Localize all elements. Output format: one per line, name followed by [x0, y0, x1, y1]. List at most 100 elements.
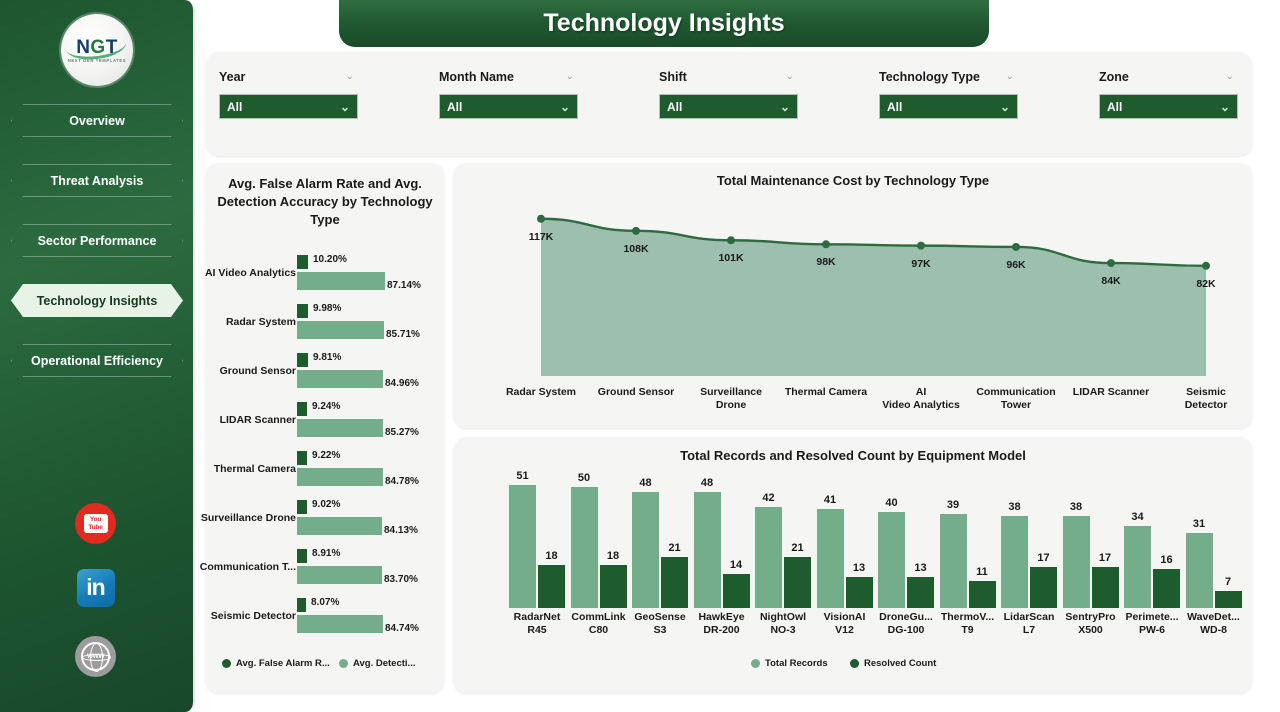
bar-resolved-count[interactable]: [599, 565, 627, 608]
x-axis-tick: ThermoV... T9: [940, 611, 995, 636]
bar-resolved-count[interactable]: [1153, 569, 1180, 608]
bar-total-records[interactable]: [632, 492, 659, 608]
linkedin-icon[interactable]: in: [75, 567, 116, 608]
bar-group: 31 7: [1185, 478, 1242, 608]
sidebar-item-operational-efficiency[interactable]: Operational Efficiency: [11, 344, 183, 377]
bar-total-records[interactable]: [1062, 516, 1090, 608]
bar-false-alarm-rate: [297, 353, 308, 367]
sidebar-item-threat-analysis[interactable]: Threat Analysis: [11, 164, 183, 197]
chart-title: Avg. False Alarm Rate and Avg. Detection…: [217, 176, 433, 227]
chevron-down-icon: ⌄: [1219, 99, 1230, 114]
chevron-down-icon[interactable]: ⌄: [1005, 71, 1014, 82]
bar-total-records[interactable]: [693, 492, 721, 608]
bar-value-resolved-count: 13: [914, 562, 927, 574]
data-point[interactable]: [1012, 242, 1020, 251]
data-point[interactable]: [822, 240, 830, 249]
data-label: 97K: [911, 257, 931, 270]
bar-false-alarm-rate: [297, 304, 308, 318]
panel-false-alarm-accuracy: Avg. False Alarm Rate and Avg. Detection…: [200, 163, 444, 693]
sidebar-item-sector-performance[interactable]: Sector Performance: [11, 224, 183, 257]
slicer-value: All: [667, 99, 683, 114]
legend-item-detection-accuracy[interactable]: Avg. Detecti...: [339, 658, 415, 669]
website-icon[interactable]: WWW: [75, 636, 116, 677]
x-axis-tick: Surveillance Drone: [700, 386, 762, 411]
bar-value-detection-accuracy: 87.14%: [387, 280, 421, 291]
legend-item-total-records[interactable]: Total Records: [751, 658, 828, 669]
bar-total-records[interactable]: [816, 509, 844, 608]
bar-total-records[interactable]: [1001, 516, 1028, 608]
bar-value-false-alarm-rate: 9.81%: [313, 352, 342, 363]
bar-value-detection-accuracy: 83.70%: [384, 574, 418, 585]
bar-group: 34 16: [1124, 478, 1180, 608]
bar-resolved-count[interactable]: [784, 557, 811, 608]
chevron-down-icon[interactable]: ⌄: [345, 71, 354, 82]
slicer-header-zone: Zone ⌄: [1099, 68, 1238, 86]
bar-total-records[interactable]: [939, 514, 967, 608]
slicer-label: Zone: [1099, 70, 1129, 84]
bar-total-records[interactable]: [1185, 533, 1213, 608]
bar-total-records[interactable]: [878, 512, 905, 608]
chevron-down-icon[interactable]: ⌄: [565, 71, 574, 82]
table-row: AI Video Analytics 10.20% 87.14%: [205, 253, 444, 301]
chevron-down-icon: ⌄: [999, 99, 1010, 114]
bar-value-total-records: 42: [762, 492, 775, 504]
data-point[interactable]: [537, 214, 545, 223]
category-label: LIDAR Scanner: [219, 414, 296, 426]
sidebar-item-technology-insights[interactable]: Technology Insights: [11, 284, 183, 317]
data-point[interactable]: [632, 226, 640, 235]
slicer-dropdown-technology-type[interactable]: All ⌄: [879, 94, 1018, 119]
youtube-icon[interactable]: You Tube: [75, 503, 116, 544]
slicer-dropdown-zone[interactable]: All ⌄: [1099, 94, 1238, 119]
bar-value-resolved-count: 13: [852, 562, 866, 574]
bar-resolved-count[interactable]: [1091, 567, 1119, 608]
bar-group: 39 11: [939, 478, 996, 608]
slicer-technology-type: Technology Type ⌄ All ⌄: [879, 68, 1018, 119]
bar-resolved-count[interactable]: [845, 577, 873, 608]
data-point[interactable]: [1107, 259, 1115, 268]
legend-swatch: [850, 659, 859, 668]
app-logo: NGT NEXT GEN TEMPLATES: [61, 14, 133, 86]
slicer-value: All: [447, 99, 463, 114]
bar-resolved-count[interactable]: [907, 577, 934, 608]
chevron-down-icon[interactable]: ⌄: [785, 71, 794, 82]
x-axis-tick: NightOwl NO-3: [759, 611, 807, 636]
bar-resolved-count[interactable]: [538, 565, 565, 608]
data-point[interactable]: [1202, 261, 1210, 270]
data-point[interactable]: [727, 236, 735, 245]
slicer-shift: Shift ⌄ All ⌄: [659, 68, 798, 119]
bar-false-alarm-rate: [297, 549, 307, 563]
chevron-down-icon[interactable]: ⌄: [1225, 71, 1234, 82]
bar-false-alarm-rate: [297, 598, 306, 612]
bar-resolved-count[interactable]: [1214, 591, 1242, 608]
bar-false-alarm-rate: [297, 402, 307, 416]
bar-value-total-records: 31: [1192, 518, 1206, 530]
bar-total-records[interactable]: [1124, 526, 1151, 608]
bar-total-records[interactable]: [755, 507, 782, 608]
bar-value-resolved-count: 17: [1037, 552, 1050, 564]
slicer-dropdown-month-name[interactable]: All ⌄: [439, 94, 578, 119]
sidebar-item-overview[interactable]: Overview: [11, 104, 183, 137]
data-label: 82K: [1196, 277, 1216, 290]
bar-value-detection-accuracy: 84.13%: [384, 525, 418, 536]
bar-detection-accuracy: [297, 370, 383, 388]
sidebar: NGT NEXT GEN TEMPLATES Overview Threat A…: [0, 0, 195, 712]
legend-swatch: [222, 659, 231, 668]
legend-label: Avg. False Alarm R...: [236, 658, 330, 669]
bar-total-records[interactable]: [509, 485, 536, 608]
slicer-dropdown-shift[interactable]: All ⌄: [659, 94, 798, 119]
bar-resolved-count[interactable]: [722, 574, 750, 608]
bar-value-total-records: 48: [639, 477, 652, 489]
table-row: Seismic Detector 8.07% 84.74%: [206, 596, 444, 644]
bar-value-total-records: 38: [1069, 501, 1083, 513]
slicer-dropdown-year[interactable]: All ⌄: [219, 94, 358, 119]
bar-value-resolved-count: 11: [976, 566, 988, 578]
data-point[interactable]: [917, 241, 925, 250]
bar-resolved-count[interactable]: [661, 557, 688, 608]
bar-resolved-count[interactable]: [968, 581, 996, 608]
legend-item-resolved-count[interactable]: Resolved Count: [850, 658, 936, 669]
bar-total-records[interactable]: [570, 487, 598, 608]
bar-value-total-records: 41: [823, 494, 837, 506]
legend-label: Resolved Count: [864, 658, 937, 669]
bar-resolved-count[interactable]: [1030, 567, 1057, 608]
legend-item-false-alarm-rate[interactable]: Avg. False Alarm R...: [222, 658, 330, 669]
